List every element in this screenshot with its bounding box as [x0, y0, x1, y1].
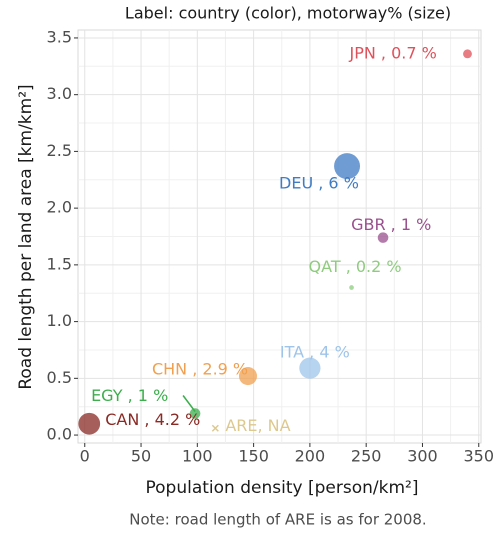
- x-tick-label: 200: [295, 447, 326, 466]
- point-label: QAT , 0.2 %: [309, 257, 402, 276]
- x-tick-label: 0: [80, 447, 90, 466]
- bubble: [299, 357, 321, 379]
- point-label: JPN , 0.7 %: [348, 43, 436, 62]
- y-tick-label: 1.5: [47, 254, 72, 273]
- point-label: EGY , 1 %: [91, 386, 168, 405]
- note: Note: road length of ARE is as for 2008.: [129, 511, 426, 529]
- label-pointer: [182, 395, 196, 412]
- x-tick-label: 250: [351, 447, 382, 466]
- point-label: CHN , 2.9 %: [152, 360, 248, 379]
- bubble: [349, 285, 354, 290]
- bubble: [334, 153, 361, 180]
- y-tick-label: 2.5: [47, 141, 72, 160]
- point-label: GBR , 1 %: [351, 215, 431, 234]
- bubble: [78, 412, 101, 435]
- y-tick-label: 0.5: [47, 368, 72, 387]
- bubble: [189, 408, 201, 419]
- point: [211, 424, 219, 432]
- bubble: [377, 232, 389, 243]
- x-tick-label: 100: [182, 447, 213, 466]
- x-tick-label: 50: [131, 447, 151, 466]
- x-tick-label: 300: [407, 447, 438, 466]
- y-axis-title: Road length per land area [km/km²]: [16, 84, 36, 389]
- x-tick-label: 350: [463, 447, 494, 466]
- point-label: ITA , 4 %: [280, 343, 350, 362]
- y-tick-label: 1.0: [47, 311, 72, 330]
- x-tick-label: 150: [238, 447, 269, 466]
- point-label: CAN , 4.2 %: [105, 410, 200, 429]
- y-tick-label: 3.5: [47, 27, 72, 46]
- chart-title: Label: country (color), motorway% (size): [125, 4, 451, 23]
- y-tick-label: 0.0: [47, 425, 72, 444]
- point-label: ARE, NA: [225, 416, 290, 435]
- bubble: [238, 367, 258, 386]
- bubble: [463, 49, 472, 59]
- x-axis-title: Population density [person/km²]: [146, 478, 419, 498]
- y-tick-label: 3.0: [47, 84, 72, 103]
- y-tick-label: 2.0: [47, 198, 72, 217]
- point-label: DEU , 6 %: [279, 174, 359, 193]
